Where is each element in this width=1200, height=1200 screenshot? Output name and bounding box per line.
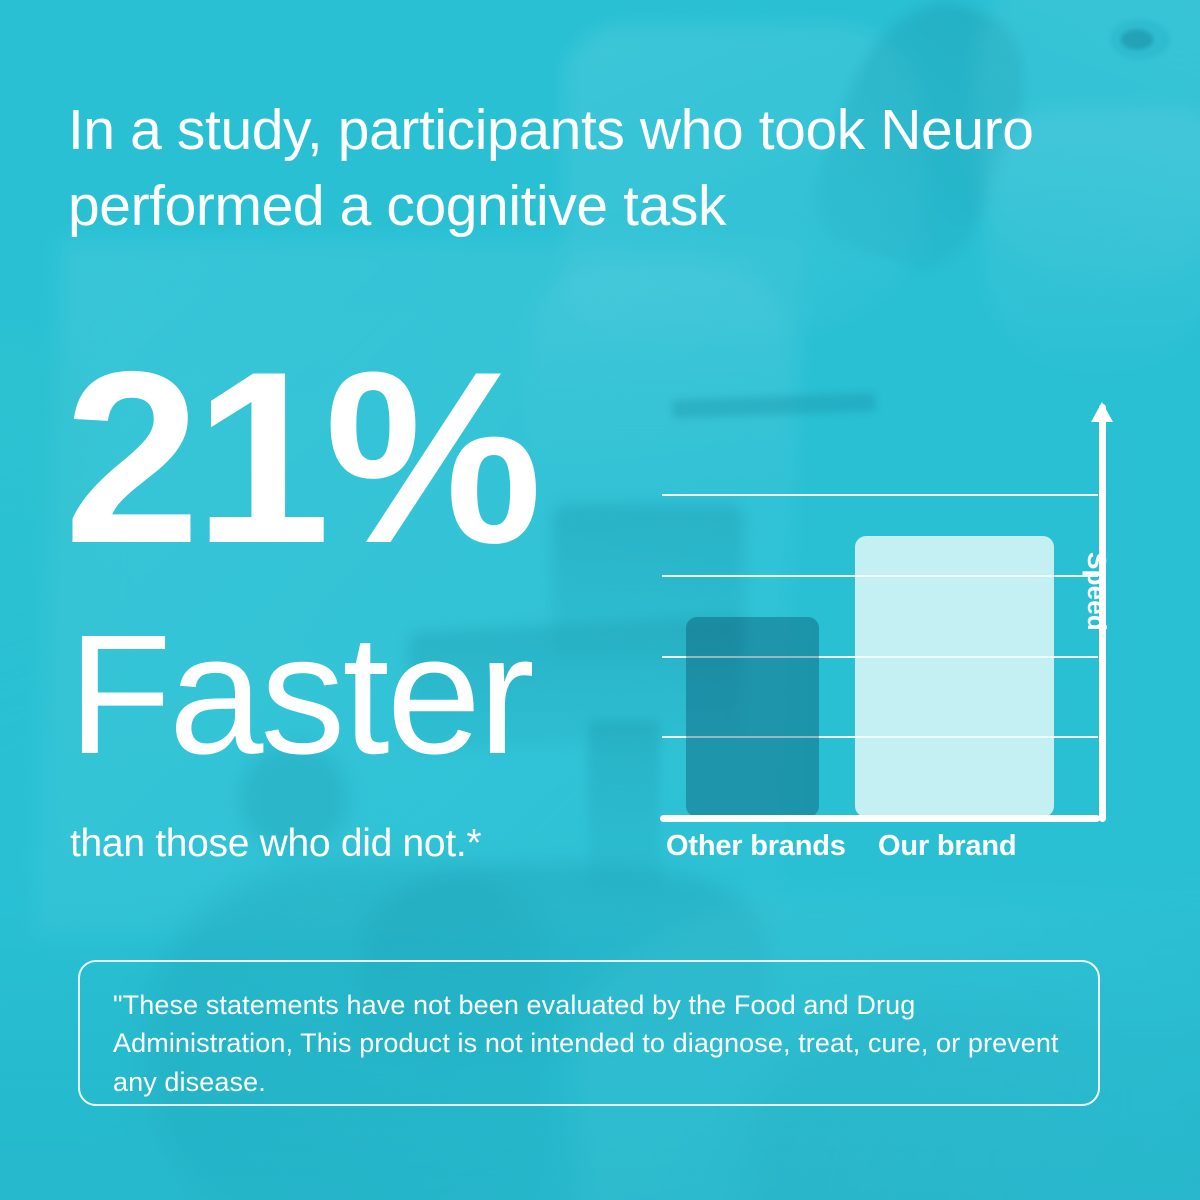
bar-our-brand	[855, 536, 1054, 817]
gridline-4	[662, 494, 1098, 496]
bar-label-our-brand: Our brand	[878, 830, 1017, 862]
stat-word: Faster	[68, 600, 535, 790]
x-axis-line	[660, 815, 1100, 822]
stat-number: 21%	[64, 320, 542, 594]
bar-other-brands	[686, 617, 819, 817]
y-axis-arrow-icon	[1091, 402, 1113, 422]
y-axis-line	[1091, 402, 1113, 822]
disclaimer-text: "These statements have not been evaluate…	[113, 990, 1059, 1097]
bar-chart: Speed Other brands Our brand	[660, 398, 1113, 862]
headline: In a study, participants who took Neuro …	[68, 98, 1034, 238]
disclaimer-box: "These statements have not been evaluate…	[78, 960, 1100, 1106]
stat-subtext: than those who did not.*	[70, 822, 482, 865]
bar-label-other-brands: Other brands	[666, 830, 846, 862]
y-axis-label: Speed	[1081, 551, 1112, 632]
